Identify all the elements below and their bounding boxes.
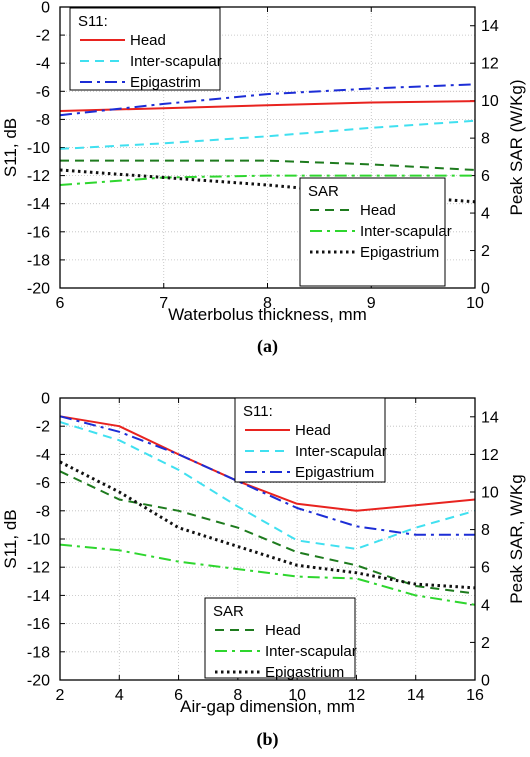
x-axis-label: Waterbolus thickness, mm bbox=[168, 305, 367, 324]
s11-series-line-head bbox=[59, 100, 476, 112]
y-left-tick-label: -2 bbox=[36, 419, 50, 436]
x-tick-label: 16 bbox=[466, 687, 484, 704]
sar-legend-box bbox=[299, 177, 446, 287]
y-left-tick-label: -20 bbox=[27, 673, 50, 690]
y-right-tick-label: 2 bbox=[481, 243, 490, 260]
sar-series-line-inter-scapular bbox=[59, 174, 475, 186]
sar-legend-label: Head bbox=[360, 202, 396, 219]
s11-legend: S11: Head Inter-scapular Epigastrim bbox=[69, 7, 222, 91]
s11-legend-label: Inter-scapular bbox=[130, 53, 222, 70]
x-tick-label: 6 bbox=[174, 687, 183, 704]
s11-legend-label: Head bbox=[130, 32, 166, 49]
s11-legend: S11: Head Inter-scapular Epigastrium bbox=[234, 397, 387, 483]
sar-legend-label: Inter-scapular bbox=[360, 223, 452, 240]
y-right-tick-label: 12 bbox=[481, 447, 499, 464]
y-left-axis-label: S11, dB bbox=[1, 118, 20, 177]
sar-series-line-epigastrium bbox=[59, 460, 476, 590]
y-left-tick-label: -2 bbox=[36, 28, 50, 45]
figure-caption: (b) bbox=[257, 729, 279, 750]
sar-series-line-head bbox=[60, 159, 476, 171]
y-left-tick-label: -18 bbox=[27, 644, 50, 661]
y-left-tick-label: -4 bbox=[36, 56, 50, 73]
x-tick-label: 14 bbox=[407, 687, 425, 704]
y-left-tick-label: -18 bbox=[27, 252, 50, 269]
y-left-tick-label: -10 bbox=[27, 140, 50, 157]
plot-frame bbox=[59, 6, 476, 289]
y-left-tick-label: -8 bbox=[36, 503, 50, 520]
figure-caption: (a) bbox=[257, 336, 278, 357]
sar-series-line-inter-scapular bbox=[59, 543, 476, 606]
x-tick-label: 10 bbox=[288, 687, 306, 704]
y-right-axis-label: Peak SAR (W/Kg) bbox=[507, 79, 526, 215]
sar-legend-label: Epigastrium bbox=[265, 664, 344, 681]
y-left-tick-label: -14 bbox=[27, 196, 50, 213]
chart-2: 2 4 6 8 10 12 14 160-2-4-6-8-10-12-14-16-18-20 0… bbox=[1, 391, 526, 751]
sar-legend-title: SAR bbox=[213, 603, 244, 620]
y-left-tick-label: -6 bbox=[36, 84, 50, 101]
s11-legend-box bbox=[234, 397, 386, 483]
y-right-tick-label: 14 bbox=[481, 18, 499, 35]
s11-legend-box bbox=[69, 7, 221, 91]
y-left-tick-label: -14 bbox=[27, 588, 50, 605]
y-right-tick-label: 6 bbox=[481, 168, 490, 185]
sar-series-line-head bbox=[59, 470, 476, 595]
y-right-tick-label: 14 bbox=[481, 409, 499, 426]
y-right-tick-label: 6 bbox=[481, 560, 490, 577]
y-left-tick-label: -6 bbox=[36, 475, 50, 492]
chart-1: 6 7 8 9 100-2-4-6-8-10-12-14-16-18-20 0246810… bbox=[1, 0, 526, 357]
s11-legend-title: S11: bbox=[78, 13, 108, 30]
x-tick-label: 2 bbox=[56, 687, 65, 704]
y-left-tick-label: -12 bbox=[27, 168, 50, 185]
s11-legend-label: Inter-scapular bbox=[295, 443, 387, 460]
x-tick-label: 10 bbox=[466, 295, 484, 312]
sar-legend-box bbox=[204, 597, 356, 679]
y-right-tick-label: 2 bbox=[481, 635, 490, 652]
x-tick-label: 6 bbox=[56, 295, 65, 312]
s11-series-line-epigastrim bbox=[59, 83, 476, 117]
x-axis-label: Air-gap dimension, mm bbox=[180, 697, 355, 716]
x-tick-label: 9 bbox=[367, 295, 376, 312]
sar-legend: SAR Head Inter-scapular Epigastrium bbox=[204, 597, 357, 681]
y-right-axis-label: Peak SAR, W/Kg bbox=[507, 474, 526, 603]
y-right-tick-label: 4 bbox=[481, 206, 490, 223]
s11-legend-label: Head bbox=[295, 422, 331, 439]
sar-legend-label: Inter-scapular bbox=[265, 643, 357, 660]
y-right-tick-label: 12 bbox=[481, 56, 499, 73]
y-right-tick-label: 0 bbox=[481, 673, 490, 690]
x-tick-label: 8 bbox=[263, 295, 272, 312]
sar-legend: SAR Head Inter-scapular Epigastrium bbox=[299, 177, 452, 287]
y-left-tick-label: -16 bbox=[27, 616, 50, 633]
s11-legend-label: Epigastrium bbox=[295, 464, 374, 481]
y-right-tick-label: 10 bbox=[481, 93, 499, 110]
x-tick-label: 8 bbox=[233, 687, 242, 704]
y-left-tick-label: -20 bbox=[27, 281, 50, 298]
y-left-tick-label: 0 bbox=[41, 391, 50, 408]
sar-legend-label: Head bbox=[265, 622, 301, 639]
y-right-tick-label: 10 bbox=[481, 485, 499, 502]
y-left-tick-label: -10 bbox=[27, 532, 50, 549]
y-left-tick-label: -16 bbox=[27, 224, 50, 241]
x-tick-label: 12 bbox=[348, 687, 366, 704]
y-right-tick-label: 4 bbox=[481, 597, 490, 614]
s11-series-line-head bbox=[59, 415, 476, 512]
y-left-tick-label: -8 bbox=[36, 112, 50, 129]
s11-series-line-inter-scapular bbox=[59, 119, 476, 150]
s11-legend-title: S11: bbox=[243, 403, 273, 420]
sar-legend-title: SAR bbox=[308, 183, 339, 200]
y-right-tick-label: 0 bbox=[481, 281, 490, 298]
y-right-tick-label: 8 bbox=[481, 522, 490, 539]
sar-legend-label: Epigastrium bbox=[360, 244, 439, 261]
y-right-tick-label: 8 bbox=[481, 131, 490, 148]
y-left-tick-label: -12 bbox=[27, 560, 50, 577]
s11-legend-label: Epigastrim bbox=[130, 74, 201, 91]
x-tick-label: 7 bbox=[159, 295, 168, 312]
y-left-tick-label: -4 bbox=[36, 447, 50, 464]
x-tick-label: 4 bbox=[115, 687, 124, 704]
y-left-axis-label: S11, dB bbox=[1, 509, 20, 568]
y-left-tick-label: 0 bbox=[41, 0, 50, 17]
s11-series-line-inter-scapular bbox=[59, 421, 476, 550]
